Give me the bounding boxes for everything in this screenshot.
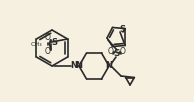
Text: S: S — [52, 38, 58, 48]
Text: S: S — [114, 49, 120, 59]
Text: N: N — [106, 62, 113, 70]
Text: CH₃: CH₃ — [31, 43, 43, 48]
Text: N: N — [75, 62, 82, 70]
Text: N: N — [70, 62, 77, 70]
Text: O: O — [120, 47, 126, 55]
Text: S: S — [119, 26, 125, 34]
Text: O: O — [45, 48, 50, 57]
Text: O: O — [45, 33, 50, 43]
Text: O: O — [108, 47, 114, 55]
